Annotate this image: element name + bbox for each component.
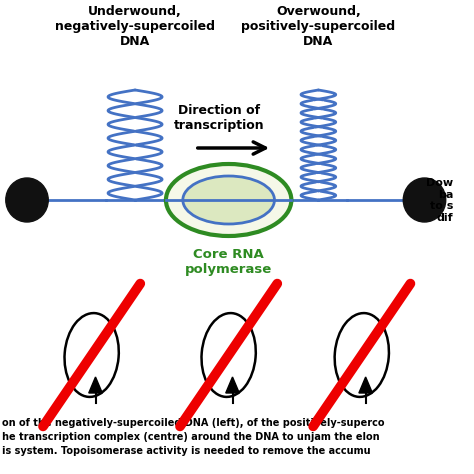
Polygon shape — [226, 377, 239, 393]
Text: Dow
ba
to s
dif: Dow ba to s dif — [426, 178, 454, 223]
Polygon shape — [89, 377, 102, 393]
Text: is system. Topoisomerase activity is needed to remove the accumu: is system. Topoisomerase activity is nee… — [2, 446, 371, 456]
Polygon shape — [359, 377, 373, 393]
Circle shape — [6, 178, 48, 222]
Circle shape — [403, 178, 446, 222]
Text: Direction of
transcription: Direction of transcription — [173, 104, 264, 132]
Ellipse shape — [166, 164, 292, 236]
Text: on of the negatively-supercoiled DNA (left), of the positively-superco: on of the negatively-supercoiled DNA (le… — [2, 418, 384, 428]
Text: Overwound,
positively-supercoiled
DNA: Overwound, positively-supercoiled DNA — [241, 5, 395, 48]
Text: Underwound,
negatively-supercoiled
DNA: Underwound, negatively-supercoiled DNA — [55, 5, 215, 48]
Text: Core RNA
polymerase: Core RNA polymerase — [185, 248, 272, 276]
Ellipse shape — [183, 176, 274, 224]
Text: he transcription complex (centre) around the DNA to unjam the elon: he transcription complex (centre) around… — [2, 432, 380, 442]
